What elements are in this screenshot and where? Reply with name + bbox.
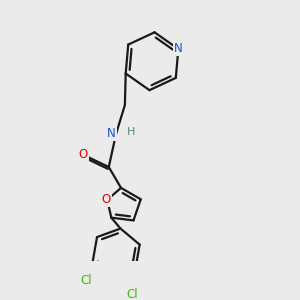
Text: H: H [127,127,136,137]
Text: N: N [174,43,183,56]
Text: Cl: Cl [126,288,138,300]
Text: N: N [107,128,116,140]
Text: O: O [79,148,88,160]
Text: O: O [102,194,111,206]
Text: Cl: Cl [80,274,92,287]
